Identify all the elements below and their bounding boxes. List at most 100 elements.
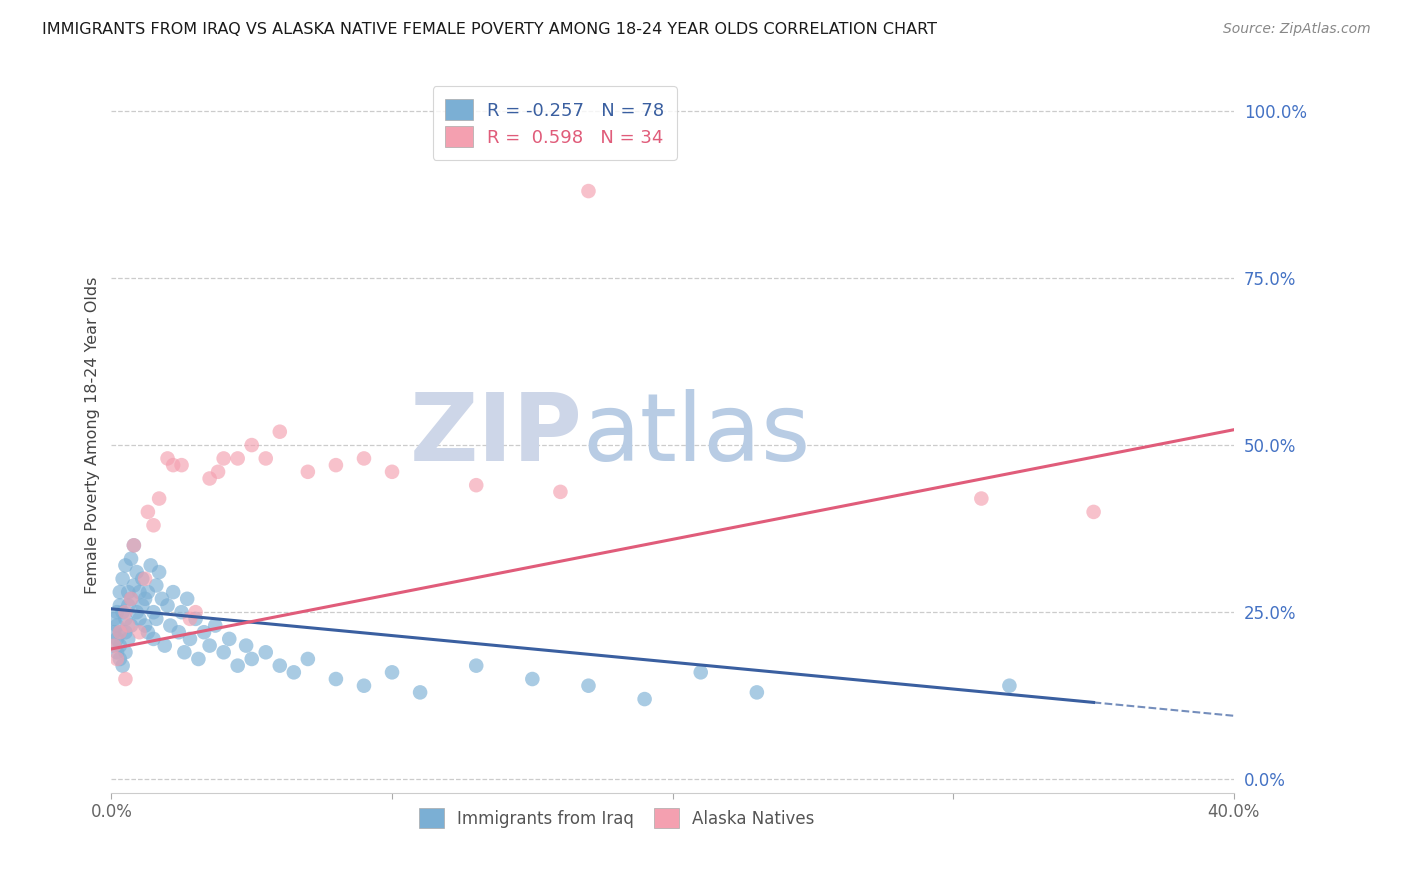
Point [207, 465, 229, 479]
Point [226, 658, 249, 673]
Point [134, 591, 156, 606]
Point [148, 565, 170, 579]
Point [128, 612, 150, 626]
Point [269, 658, 291, 673]
Point [156, 451, 179, 466]
Point [122, 578, 145, 592]
Point [114, 645, 136, 659]
Y-axis label: Female Poverty Among 18-24 Year Olds: Female Poverty Among 18-24 Year Olds [86, 277, 100, 594]
Point [142, 605, 165, 619]
Point [103, 639, 125, 653]
Point [105, 632, 128, 646]
Point [142, 632, 165, 646]
Point [117, 585, 139, 599]
Point [170, 605, 193, 619]
Point [136, 505, 159, 519]
Point [105, 645, 128, 659]
Point [128, 585, 150, 599]
Point [522, 672, 544, 686]
Point [578, 184, 600, 198]
Point [114, 672, 136, 686]
Point [381, 665, 404, 680]
Point [297, 652, 319, 666]
Point [353, 679, 375, 693]
Point [465, 658, 488, 673]
Point [105, 618, 128, 632]
Point [122, 538, 145, 552]
Point [198, 639, 221, 653]
Point [970, 491, 993, 506]
Point [136, 625, 159, 640]
Point [125, 565, 148, 579]
Point [142, 518, 165, 533]
Point [212, 451, 235, 466]
Point [131, 599, 153, 613]
Point [167, 625, 190, 640]
Point [1083, 505, 1105, 519]
Legend: Immigrants from Iraq, Alaska Natives: Immigrants from Iraq, Alaska Natives [412, 802, 821, 834]
Point [240, 652, 263, 666]
Point [120, 591, 142, 606]
Point [254, 645, 277, 659]
Point [226, 451, 249, 466]
Point [108, 625, 131, 640]
Point [212, 645, 235, 659]
Point [145, 612, 167, 626]
Point [204, 618, 226, 632]
Point [550, 484, 572, 499]
Point [156, 599, 179, 613]
Point [103, 625, 125, 640]
Point [325, 458, 347, 472]
Point [998, 679, 1021, 693]
Point [111, 605, 134, 619]
Point [159, 618, 181, 632]
Point [108, 639, 131, 653]
Point [153, 639, 176, 653]
Point [111, 658, 134, 673]
Point [179, 612, 201, 626]
Point [114, 625, 136, 640]
Point [162, 458, 184, 472]
Point [148, 491, 170, 506]
Point [145, 578, 167, 592]
Point [114, 612, 136, 626]
Point [325, 672, 347, 686]
Point [187, 652, 209, 666]
Point [122, 538, 145, 552]
Point [117, 599, 139, 613]
Text: Source: ZipAtlas.com: Source: ZipAtlas.com [1223, 22, 1371, 37]
Point [108, 625, 131, 640]
Point [254, 451, 277, 466]
Point [134, 572, 156, 586]
Point [128, 625, 150, 640]
Point [131, 572, 153, 586]
Point [114, 558, 136, 573]
Point [409, 685, 432, 699]
Point [173, 645, 195, 659]
Point [103, 612, 125, 626]
Point [184, 612, 207, 626]
Point [162, 585, 184, 599]
Point [176, 591, 198, 606]
Point [218, 632, 240, 646]
Point [134, 618, 156, 632]
Point [108, 599, 131, 613]
Point [633, 692, 655, 706]
Point [193, 625, 215, 640]
Point [578, 679, 600, 693]
Point [120, 591, 142, 606]
Point [105, 605, 128, 619]
Point [381, 465, 404, 479]
Point [120, 618, 142, 632]
Point [108, 585, 131, 599]
Point [117, 618, 139, 632]
Point [136, 585, 159, 599]
Point [689, 665, 711, 680]
Point [125, 605, 148, 619]
Point [240, 438, 263, 452]
Point [235, 639, 257, 653]
Text: IMMIGRANTS FROM IRAQ VS ALASKA NATIVE FEMALE POVERTY AMONG 18-24 YEAR OLDS CORRE: IMMIGRANTS FROM IRAQ VS ALASKA NATIVE FE… [42, 22, 938, 37]
Point [745, 685, 768, 699]
Text: atlas: atlas [583, 389, 811, 481]
Point [114, 605, 136, 619]
